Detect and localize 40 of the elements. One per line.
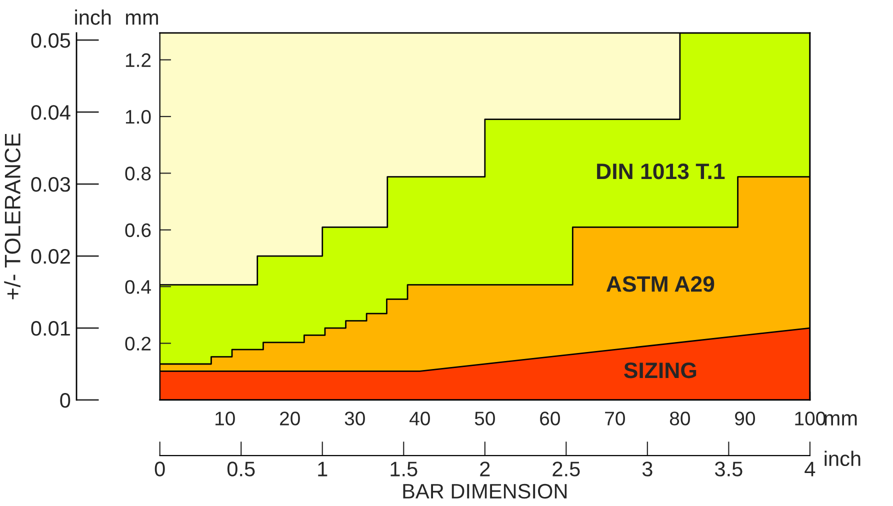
series-label: ASTM A29 bbox=[606, 276, 714, 292]
x-tick-label: 20 bbox=[280, 412, 300, 426]
y2-tick-label: 0.6 bbox=[125, 223, 151, 238]
text: inch bbox=[824, 450, 860, 466]
y-tick-label: 0.05 bbox=[31, 33, 70, 48]
x2-tick-label: 2.5 bbox=[552, 462, 580, 476]
x2-tick-label: 3 bbox=[642, 462, 652, 476]
text: mm bbox=[824, 414, 857, 426]
series-label: DIN 1013 T.1 bbox=[597, 163, 725, 180]
x2-tick-label: 2 bbox=[480, 462, 490, 476]
y-tick-label: 0.02 bbox=[31, 249, 70, 264]
y-tick-label: 0.03 bbox=[31, 177, 70, 192]
x-tick-label: 40 bbox=[410, 412, 430, 426]
x-tick-label: 60 bbox=[540, 412, 560, 426]
y2-tick-label: 0.4 bbox=[125, 280, 151, 294]
x-tick-label: 80 bbox=[670, 412, 690, 426]
text: inch bbox=[75, 10, 111, 25]
x-tick-label: 50 bbox=[474, 412, 495, 426]
y-tick-label: 0.01 bbox=[31, 321, 70, 336]
y-tick-label: 0 bbox=[60, 392, 70, 408]
x2-tick-label: 0 bbox=[154, 462, 165, 476]
x-tick-label: 100 bbox=[795, 412, 826, 426]
x-axis-title: BAR DIMENSION bbox=[403, 484, 567, 499]
x2-tick-label: 4 bbox=[804, 462, 816, 476]
x2-tick-label: 1 bbox=[318, 462, 328, 476]
x2-tick-label: 1.5 bbox=[390, 462, 418, 476]
y2-tick-label: 1.2 bbox=[126, 53, 151, 67]
series-label: SIZING bbox=[624, 362, 696, 378]
x-tick-label: 70 bbox=[605, 412, 625, 426]
x-tick-label: 30 bbox=[344, 412, 365, 426]
y-axis-title: +/- TOLERANCE bbox=[4, 134, 20, 300]
x-tick-label: 10 bbox=[216, 412, 235, 426]
y-tick-label: 0.04 bbox=[31, 105, 70, 120]
x2-tick-label: 3.5 bbox=[715, 462, 742, 476]
y2-tick-label: 0.2 bbox=[125, 336, 151, 351]
x-tick-label: 90 bbox=[735, 412, 755, 426]
y2-tick-label: 0.8 bbox=[125, 166, 151, 180]
y2-tick-label: 1.0 bbox=[126, 110, 151, 124]
text: mm bbox=[126, 13, 158, 25]
x2-tick-label: 0.5 bbox=[227, 462, 255, 476]
